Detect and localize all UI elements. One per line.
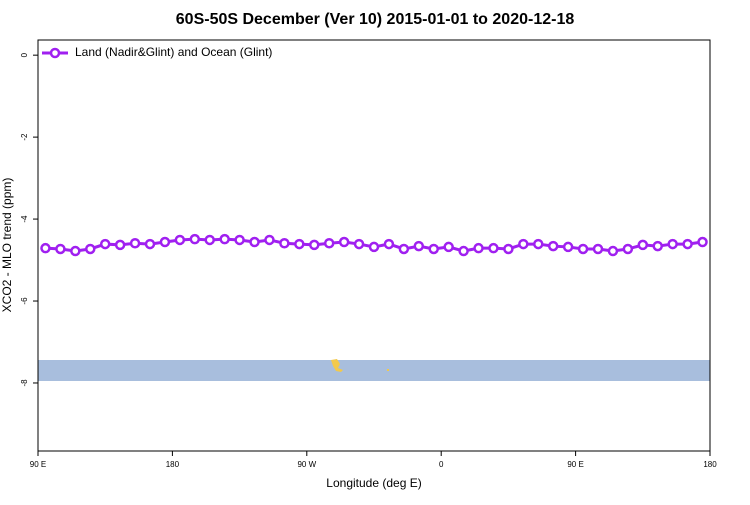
point bbox=[697, 236, 708, 248]
point bbox=[114, 239, 126, 251]
point bbox=[622, 243, 634, 255]
y-tick-label: 0 bbox=[20, 52, 29, 57]
point bbox=[309, 239, 320, 251]
point bbox=[249, 236, 260, 248]
point bbox=[323, 237, 335, 249]
point bbox=[294, 238, 305, 250]
x-tick-label: 90 E bbox=[567, 460, 583, 469]
x-tick-label: 0 bbox=[439, 460, 444, 469]
point bbox=[443, 241, 454, 253]
map-strip bbox=[38, 360, 710, 381]
x-tick-label: 90 W bbox=[297, 460, 316, 469]
point bbox=[174, 234, 186, 246]
point bbox=[503, 243, 514, 255]
legend-label: Land (Nadir&Glint) and Ocean (Glint) bbox=[75, 45, 272, 59]
x-tick-label: 180 bbox=[166, 460, 180, 469]
point bbox=[667, 238, 678, 250]
point bbox=[682, 238, 693, 250]
point bbox=[40, 242, 51, 254]
y-tick-label: -4 bbox=[20, 215, 29, 223]
point bbox=[144, 238, 156, 250]
chart-title: 60S-50S December (Ver 10) 2015-01-01 to … bbox=[176, 11, 575, 28]
point bbox=[368, 241, 380, 253]
land-blob bbox=[331, 359, 343, 372]
point bbox=[129, 237, 141, 249]
point bbox=[353, 238, 365, 250]
point bbox=[279, 237, 290, 249]
y-tick-label: -2 bbox=[20, 133, 29, 141]
point bbox=[234, 234, 245, 246]
point bbox=[99, 238, 111, 250]
point bbox=[547, 240, 559, 252]
x-tick-label: 180 bbox=[703, 460, 717, 469]
point bbox=[652, 240, 663, 252]
point bbox=[577, 243, 589, 255]
point bbox=[70, 245, 81, 257]
point bbox=[473, 242, 484, 254]
point bbox=[85, 243, 96, 255]
land-blob bbox=[387, 369, 389, 371]
y-tick-label: -8 bbox=[20, 379, 29, 387]
point bbox=[398, 243, 410, 255]
point bbox=[518, 238, 529, 250]
y-axis-label: XCO2 - MLO trend (ppm) bbox=[0, 178, 14, 313]
point bbox=[533, 238, 544, 250]
point bbox=[637, 239, 649, 251]
point bbox=[383, 238, 395, 250]
point bbox=[55, 243, 66, 255]
point bbox=[488, 242, 499, 254]
point bbox=[338, 236, 350, 248]
point bbox=[592, 243, 604, 255]
point bbox=[458, 245, 469, 257]
point bbox=[219, 233, 230, 245]
x-tick-label: 90 E bbox=[30, 460, 46, 469]
point bbox=[428, 243, 439, 255]
point bbox=[264, 234, 275, 246]
y-tick-label: -6 bbox=[20, 297, 29, 305]
plot-frame bbox=[37, 39, 711, 452]
point bbox=[562, 241, 574, 253]
point bbox=[189, 233, 201, 245]
point bbox=[413, 240, 425, 252]
point bbox=[159, 236, 171, 248]
point bbox=[607, 245, 619, 257]
point bbox=[204, 234, 215, 246]
legend-marker bbox=[49, 47, 61, 59]
x-axis-label: Longitude (deg E) bbox=[326, 476, 421, 490]
